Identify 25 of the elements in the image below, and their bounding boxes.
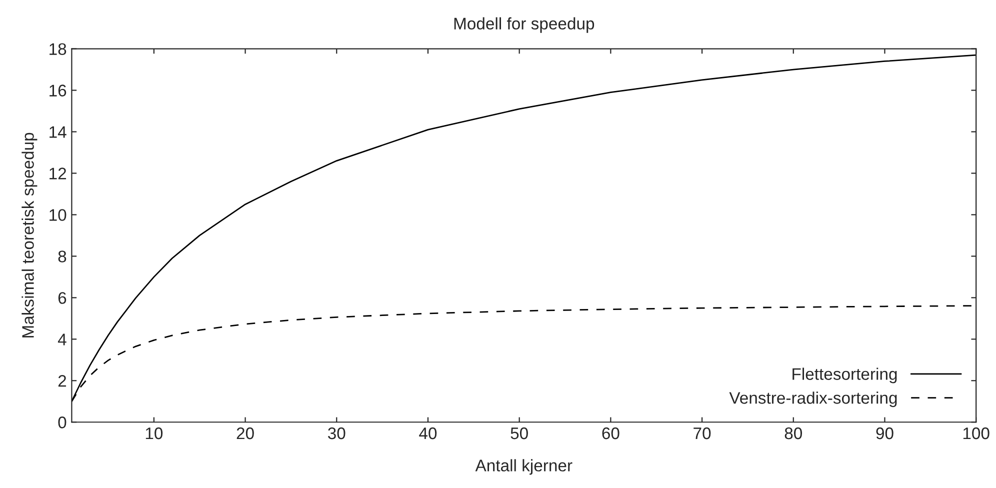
y-tick-label: 4 bbox=[58, 334, 66, 346]
y-axis-title: Maksimal teoretisk speedup bbox=[22, 132, 38, 338]
x-tick-label: 30 bbox=[328, 427, 346, 440]
x-tick-label: 20 bbox=[236, 427, 254, 440]
y-tick-label: 0 bbox=[58, 416, 66, 428]
chart-title: Modell for speedup bbox=[454, 17, 594, 33]
y-tick-label: 14 bbox=[50, 126, 66, 138]
legend-label: Venstre-radix-sortering bbox=[729, 392, 897, 408]
x-tick-label: 70 bbox=[694, 427, 711, 440]
x-tick-label: 10 bbox=[146, 427, 163, 440]
y-tick-label: 16 bbox=[50, 84, 66, 96]
y-tick-label: 10 bbox=[50, 209, 66, 221]
x-tick-label: 90 bbox=[876, 427, 894, 440]
x-tick-label: 80 bbox=[784, 427, 802, 440]
y-tick-label: 8 bbox=[58, 250, 66, 262]
x-axis-title: Antall kjerner bbox=[475, 459, 572, 475]
y-tick-label: 6 bbox=[58, 292, 66, 304]
x-tick-label: 40 bbox=[419, 427, 437, 440]
y-tick-label: 2 bbox=[58, 375, 66, 387]
y-tick-label: 12 bbox=[50, 168, 66, 180]
x-tick-label: 100 bbox=[963, 427, 990, 440]
x-tick-label: 60 bbox=[602, 427, 620, 440]
y-tick-label: 18 bbox=[50, 43, 66, 56]
legend-label: Flettesortering bbox=[792, 368, 897, 384]
x-tick-label: 50 bbox=[510, 427, 528, 440]
